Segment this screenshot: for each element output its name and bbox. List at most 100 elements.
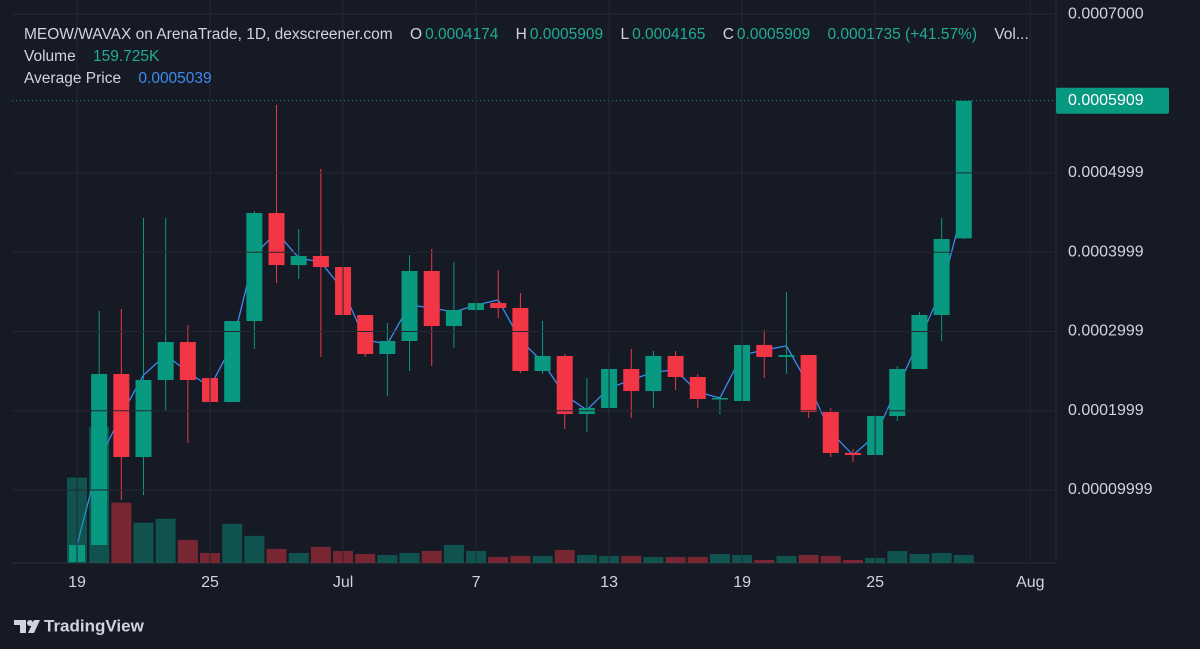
h-value: 0.0005909	[529, 26, 604, 43]
candle-body	[756, 344, 773, 358]
volume-bar	[643, 556, 664, 563]
volume-bar	[89, 427, 110, 563]
last-price-label: 0.0005909	[1068, 92, 1144, 109]
candle-body	[556, 355, 573, 415]
volume-bar	[288, 552, 309, 563]
volume-bar	[842, 559, 863, 563]
x-tick-label: Aug	[1016, 574, 1044, 591]
volume-bar	[754, 559, 775, 563]
candle-body	[955, 100, 972, 239]
volume-bar	[244, 535, 265, 563]
candle-body	[512, 308, 529, 371]
y-tick-label: 0.00009999	[1068, 481, 1153, 498]
volume-bar	[443, 544, 464, 563]
candle-body	[179, 342, 196, 381]
h-label: H	[515, 26, 527, 43]
candle-body	[91, 373, 108, 546]
y-tick-label: 0.0004999	[1068, 164, 1144, 181]
x-tick-label: 25	[201, 574, 219, 591]
candle-body	[135, 380, 152, 457]
candle-body	[645, 355, 662, 392]
y-tick-label: 0.0003999	[1068, 243, 1144, 260]
candle-body	[534, 355, 551, 371]
candle-body	[623, 368, 640, 392]
volume-bar	[377, 554, 398, 563]
candle-body	[379, 341, 396, 355]
volume-bar	[953, 554, 974, 563]
header: MEOW/WAVAX on ArenaTrade, 1D, dexscreene…	[24, 24, 1032, 90]
candle-body	[778, 355, 795, 358]
axis-layer: 0.0007000 0.0004999 0.0003999 0.0002999 0.00…	[12, 5, 1169, 591]
candle-body	[268, 213, 285, 266]
volume-bar	[621, 555, 642, 563]
volume-bar	[355, 553, 376, 563]
volume-bar	[554, 549, 575, 563]
l-label: L	[620, 26, 630, 43]
symbol: MEOW/WAVAX on ArenaTrade, 1D, dexscreene…	[24, 26, 393, 43]
volume-bar	[909, 553, 930, 563]
candle-body	[800, 355, 817, 412]
volume-bar	[887, 550, 908, 563]
x-tick-label: 13	[600, 574, 618, 591]
x-tick-label: 7	[472, 574, 481, 591]
c-label: C	[722, 26, 734, 43]
volume-bar	[421, 550, 442, 563]
avg-value: 0.0005039	[138, 70, 212, 87]
header-row: Average Price 0.0005039	[24, 68, 1032, 90]
x-tick-label: 19	[68, 574, 86, 591]
candle-body	[445, 310, 462, 327]
candle-body	[357, 314, 374, 355]
volume-bar	[709, 553, 730, 563]
y-tick-label: 0.0001999	[1068, 402, 1144, 419]
x-tick-label: 19	[733, 574, 751, 591]
volume-bar	[510, 555, 531, 563]
volume-bar	[532, 555, 553, 563]
volume-bar	[266, 548, 287, 563]
volume-bar	[820, 555, 841, 563]
vol-cut: Vol...	[994, 26, 1029, 43]
volume-bar	[576, 554, 597, 563]
candle-body	[822, 411, 839, 453]
candle-body	[689, 376, 706, 399]
c-value: 0.0005909	[736, 26, 811, 43]
volume-bar	[111, 502, 132, 563]
footer-bg	[0, 563, 1200, 649]
header-row: MEOW/WAVAX on ArenaTrade, 1D, dexscreene…	[24, 24, 1032, 46]
volume-bar	[687, 556, 708, 563]
candle-body	[889, 368, 906, 417]
change: 0.0001735 (+41.57%)	[827, 26, 978, 43]
o-label: O	[410, 26, 423, 43]
volume-bar	[133, 522, 154, 563]
candle-body	[224, 321, 241, 402]
candle-body	[490, 303, 507, 309]
candle-body	[157, 342, 174, 381]
grid-layer	[12, 0, 1056, 563]
brand: TradingView	[44, 616, 145, 635]
volume-bar	[177, 539, 198, 563]
y-tick-label: 0.0002999	[1068, 323, 1144, 340]
candle-body	[711, 398, 728, 400]
o-value: 0.0004174	[425, 26, 499, 43]
x-tick-label: 25	[866, 574, 884, 591]
candle-body	[401, 270, 418, 342]
volume-bar	[222, 523, 243, 563]
candle-body	[667, 355, 684, 377]
x-tick-label: Jul	[333, 574, 353, 591]
volume-bar	[488, 556, 509, 563]
candle-body	[113, 373, 130, 457]
candle-body	[844, 452, 861, 456]
volume-label: Volume	[24, 48, 76, 65]
candle-body	[911, 314, 928, 369]
candle-body	[246, 213, 263, 322]
candle-body	[290, 256, 307, 266]
volume-bar	[798, 554, 819, 563]
volume-value: 159.725K	[93, 48, 160, 65]
candle-body	[423, 270, 440, 327]
l-value: 0.0004165	[632, 26, 706, 43]
volume-bar	[931, 552, 952, 563]
candle-body	[312, 256, 329, 268]
volume-bar	[665, 556, 686, 563]
candle-layer	[69, 100, 972, 562]
